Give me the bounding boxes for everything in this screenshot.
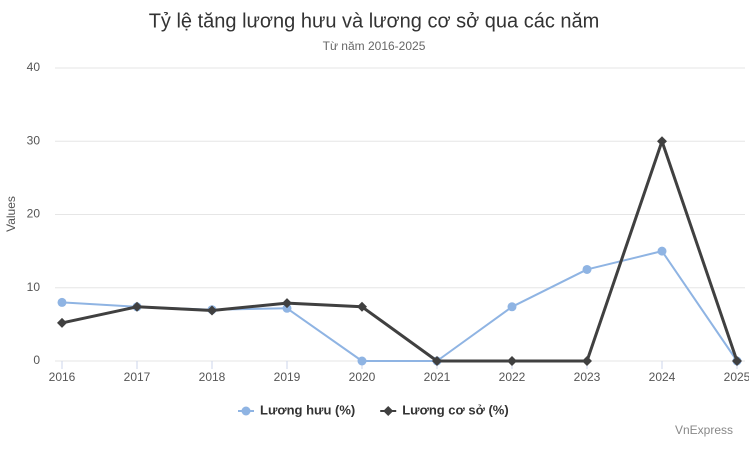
chart-title: Tỷ lệ tăng lương hưu và lương cơ sở qua … <box>149 10 600 32</box>
legend-item[interactable]: Lương cơ sở (%) <box>380 402 509 417</box>
y-tick-label: 30 <box>27 133 41 147</box>
data-point <box>357 356 367 366</box>
x-tick-label: 2016 <box>49 370 76 384</box>
data-point <box>57 317 67 328</box>
data-point <box>132 301 142 312</box>
legend-label: Lương hưu (%) <box>260 402 355 417</box>
data-point <box>507 356 517 366</box>
legend-marker <box>383 406 394 416</box>
x-tick-label: 2021 <box>424 370 451 384</box>
y-tick-label: 10 <box>27 280 41 294</box>
x-tick-label: 2018 <box>199 370 226 384</box>
data-point <box>657 246 667 256</box>
x-tick-label: 2024 <box>649 370 676 384</box>
data-point <box>732 356 742 366</box>
x-tick-label: 2023 <box>574 370 601 384</box>
y-tick-label: 20 <box>27 207 41 221</box>
legend-item[interactable]: Lương hưu (%) <box>238 402 355 417</box>
x-tick-label: 2019 <box>274 370 301 384</box>
x-tick-label: 2020 <box>349 370 376 384</box>
chart-subtitle: Từ năm 2016-2025 <box>323 39 426 53</box>
data-point <box>57 297 67 307</box>
data-point <box>507 302 517 312</box>
x-tick-label: 2025 <box>724 370 749 384</box>
data-point <box>582 356 592 366</box>
y-axis-label: Values <box>4 196 18 232</box>
series-line <box>61 250 738 362</box>
data-point <box>582 264 592 274</box>
data-point <box>657 136 667 147</box>
data-point <box>282 298 292 309</box>
legend-label: Lương cơ sở (%) <box>402 402 508 417</box>
x-tick-label: 2022 <box>499 370 526 384</box>
x-tick-label: 2017 <box>124 370 151 384</box>
credit: VnExpress <box>675 423 733 437</box>
data-point <box>432 356 442 366</box>
data-point <box>357 301 367 312</box>
y-tick-label: 0 <box>33 353 40 367</box>
y-tick-label: 40 <box>27 60 41 74</box>
data-point <box>282 303 292 313</box>
legend-marker <box>241 406 251 416</box>
series-line <box>61 139 739 363</box>
data-point <box>207 305 217 316</box>
